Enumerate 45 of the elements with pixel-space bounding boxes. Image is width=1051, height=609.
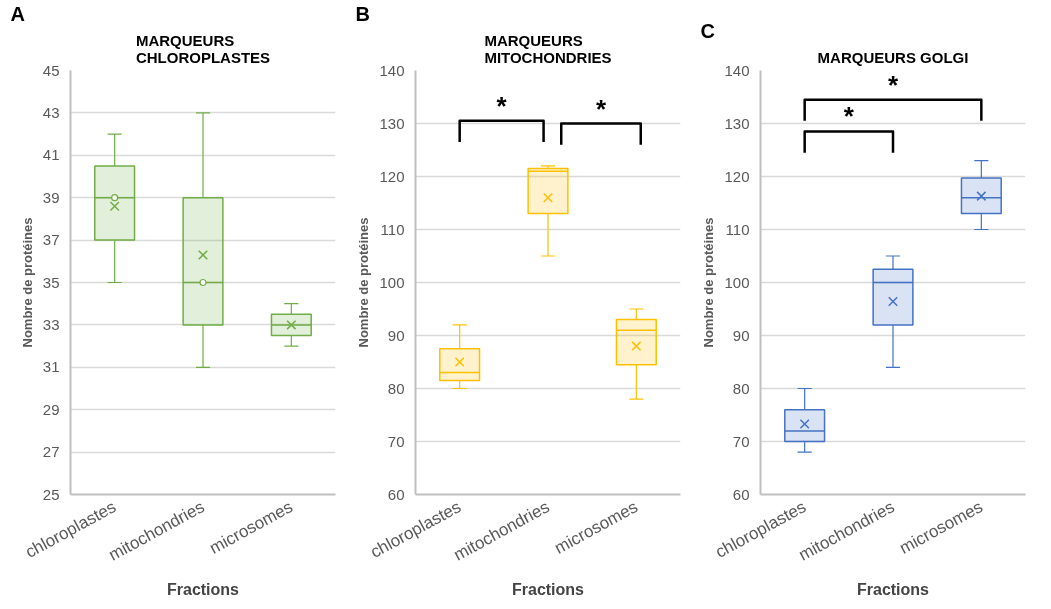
y-tick-label: 120	[379, 167, 405, 185]
y-tick-label: 70	[732, 432, 750, 450]
y-tick-label: 31	[42, 358, 60, 376]
y-tick-label: 120	[724, 167, 750, 185]
chart-title: MARQUEURS CHLOROPLASTES	[135, 31, 271, 66]
y-tick-label: 27	[42, 443, 60, 461]
x-axis-title: Fractions	[856, 580, 930, 598]
y-tick-label: 25	[42, 485, 60, 503]
text: C	[700, 19, 715, 42]
y-tick-label: 60	[387, 485, 405, 503]
x-axis-title: Fractions	[511, 580, 585, 598]
text: A	[10, 2, 25, 25]
y-tick-label: 130	[724, 114, 750, 132]
y-tick-label: 100	[379, 273, 405, 291]
y-tick-label: 90	[732, 326, 750, 344]
y-tick-label: 80	[387, 379, 405, 397]
y-axis-title: Nombre de protéines	[701, 217, 717, 348]
y-tick-label: 39	[42, 188, 60, 206]
y-axis-title: Nombre de protéines	[19, 217, 35, 348]
annotation: *	[496, 90, 508, 121]
y-tick-label: 29	[42, 400, 60, 418]
x-axis-title: Fractions	[166, 580, 240, 598]
y-tick-label: 37	[42, 231, 60, 249]
annotation: *	[843, 101, 855, 132]
y-tick-label: 110	[380, 220, 405, 238]
y-tick-label: 110	[725, 220, 750, 238]
chart-title: MARQUEURS GOLGI	[817, 48, 969, 66]
y-tick-label: 100	[724, 273, 750, 291]
y-tick-label: 80	[732, 379, 750, 397]
y-tick-label: 130	[379, 114, 405, 132]
annotation: *	[887, 69, 899, 100]
annotation: *	[595, 93, 607, 124]
y-tick-label: 43	[42, 103, 60, 121]
y-tick-label: 33	[42, 315, 60, 333]
y-tick-label: 35	[42, 273, 60, 291]
y-axis-title: Nombre de protéines	[356, 217, 372, 348]
y-tick-label: 140	[379, 61, 405, 79]
y-tick-label: 45	[42, 61, 60, 79]
y-tick-label: 60	[732, 485, 750, 503]
chart-title: MARQUEURS MITOCHONDRIES	[484, 31, 612, 66]
y-tick-label: 90	[387, 326, 405, 344]
y-tick-label: 140	[724, 61, 750, 79]
y-tick-label: 41	[42, 146, 60, 164]
y-tick-label: 70	[387, 432, 405, 450]
text: B	[355, 2, 370, 25]
